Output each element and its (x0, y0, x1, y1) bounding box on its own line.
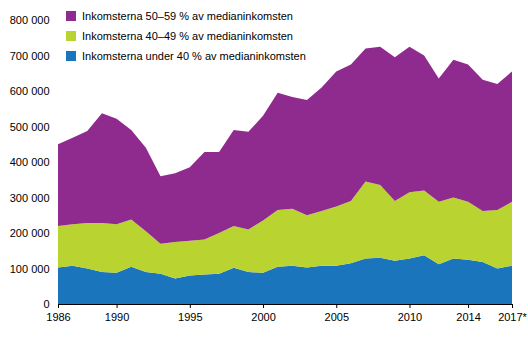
svg-text:700 000: 700 000 (10, 50, 50, 62)
svg-text:200 000: 200 000 (10, 227, 50, 239)
html-text:Inkomsterna under 40 % av medi: Inkomsterna under 40 % av medianinkomste… (82, 50, 306, 62)
html-text:Inkomsterna 40–49 % av mediani: Inkomsterna 40–49 % av medianinkomsten (82, 30, 293, 42)
svg-text:2000: 2000 (251, 311, 275, 323)
svg-text:2010: 2010 (398, 311, 422, 323)
svg-text:0: 0 (43, 298, 49, 310)
svg-text:2017*: 2017* (498, 311, 527, 323)
html-text:Inkomsterna 50–59 % av mediani: Inkomsterna 50–59 % av medianinkomsten (82, 10, 293, 22)
svg-text:1990: 1990 (105, 311, 129, 323)
svg-text:1995: 1995 (178, 311, 202, 323)
svg-text:2014: 2014 (456, 311, 480, 323)
svg-text:800 000: 800 000 (10, 14, 50, 26)
svg-text:600 000: 600 000 (10, 85, 50, 97)
svg-text:2005: 2005 (325, 311, 349, 323)
svg-text:400 000: 400 000 (10, 156, 50, 168)
svg-text:500 000: 500 000 (10, 121, 50, 133)
svg-text:100 000: 100 000 (10, 263, 50, 275)
svg-text:300 000: 300 000 (10, 192, 50, 204)
svg-text:1986: 1986 (46, 311, 70, 323)
